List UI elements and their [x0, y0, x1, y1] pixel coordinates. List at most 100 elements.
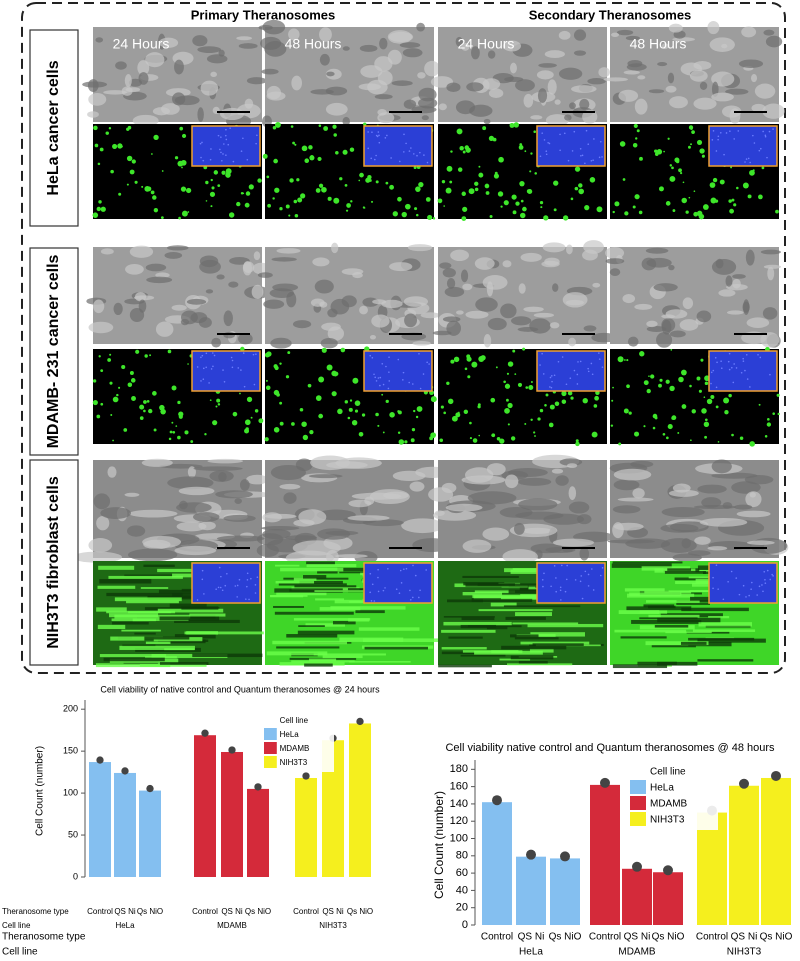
texture: [469, 421, 472, 425]
texture: [680, 641, 707, 645]
texture: [273, 389, 280, 396]
texture: [305, 623, 346, 627]
texture: [745, 354, 748, 356]
texture: [314, 590, 364, 592]
texture: [676, 603, 710, 605]
texture: [679, 319, 699, 331]
texture: [576, 383, 579, 385]
texture: [517, 382, 523, 387]
texture: [171, 421, 174, 424]
texture: [415, 186, 421, 192]
texture: [751, 581, 753, 584]
texture: [379, 384, 381, 387]
texture: [543, 215, 549, 221]
texture: [745, 158, 748, 160]
texture: [477, 583, 515, 586]
texture: [340, 347, 346, 353]
micrograph: [438, 561, 607, 668]
texture: [110, 169, 114, 174]
texture: [403, 296, 429, 307]
inset: [363, 562, 433, 604]
texture: [290, 125, 294, 128]
texture: [223, 380, 226, 383]
texture: [387, 49, 402, 65]
texture: [520, 641, 590, 645]
texture: [550, 386, 553, 389]
texture: [592, 282, 601, 288]
texture: [552, 283, 559, 292]
texture: [240, 369, 242, 371]
texture: [153, 428, 157, 432]
texture: [88, 93, 107, 106]
texture: [548, 422, 554, 428]
texture: [746, 317, 770, 328]
texture: [179, 126, 184, 131]
texture: [181, 166, 183, 169]
texture: [159, 404, 165, 411]
texture: [248, 598, 250, 601]
texture: [110, 636, 145, 641]
texture: [105, 131, 109, 135]
texture: [369, 354, 372, 357]
legend-swatch: [630, 812, 646, 826]
texture: [648, 614, 700, 618]
texture: [636, 129, 640, 133]
texture: [599, 574, 602, 577]
texture: [294, 585, 357, 590]
texture: [610, 424, 614, 427]
texture: [696, 139, 703, 146]
texture: [706, 398, 713, 405]
texture: [215, 405, 218, 408]
texture: [618, 610, 660, 615]
texture: [185, 187, 192, 194]
texture: [504, 407, 510, 414]
bar: [482, 802, 512, 925]
texture: [220, 136, 222, 138]
texture: [98, 565, 135, 570]
texture: [579, 360, 582, 363]
texture: [545, 393, 549, 397]
texture: [613, 522, 644, 531]
texture: [177, 400, 181, 405]
texture: [712, 576, 714, 579]
texture: [266, 175, 270, 179]
texture: [475, 297, 498, 312]
texture: [691, 130, 695, 134]
texture: [759, 356, 762, 359]
texture: [657, 62, 668, 67]
texture: [418, 87, 437, 102]
texture: [279, 401, 283, 405]
texture: [145, 52, 165, 68]
texture: [697, 484, 727, 494]
texture: [520, 199, 524, 203]
texture: [379, 37, 388, 50]
texture: [198, 317, 212, 328]
texture: [127, 548, 178, 562]
texture: [624, 359, 626, 361]
texture: [716, 361, 718, 364]
texture: [413, 166, 417, 170]
texture: [349, 399, 353, 402]
row-label-box: [29, 29, 79, 227]
texture: [216, 274, 225, 280]
texture: [145, 263, 167, 272]
texture: [322, 655, 363, 659]
texture: [347, 416, 351, 420]
texture: [135, 349, 140, 354]
texture: [614, 201, 620, 207]
texture: [500, 596, 541, 600]
texture: [625, 538, 671, 549]
texture: [581, 154, 584, 157]
texture: [161, 170, 164, 172]
texture: [506, 663, 573, 666]
texture: [211, 337, 222, 348]
texture: [100, 248, 114, 255]
row-label: Cell line: [2, 921, 31, 930]
micrograph: 24 Hours: [82, 27, 267, 128]
texture: [196, 599, 199, 601]
texture: [725, 132, 728, 134]
texture: [405, 567, 408, 570]
texture: [474, 257, 495, 270]
texture: [579, 547, 590, 561]
texture: [460, 654, 506, 657]
